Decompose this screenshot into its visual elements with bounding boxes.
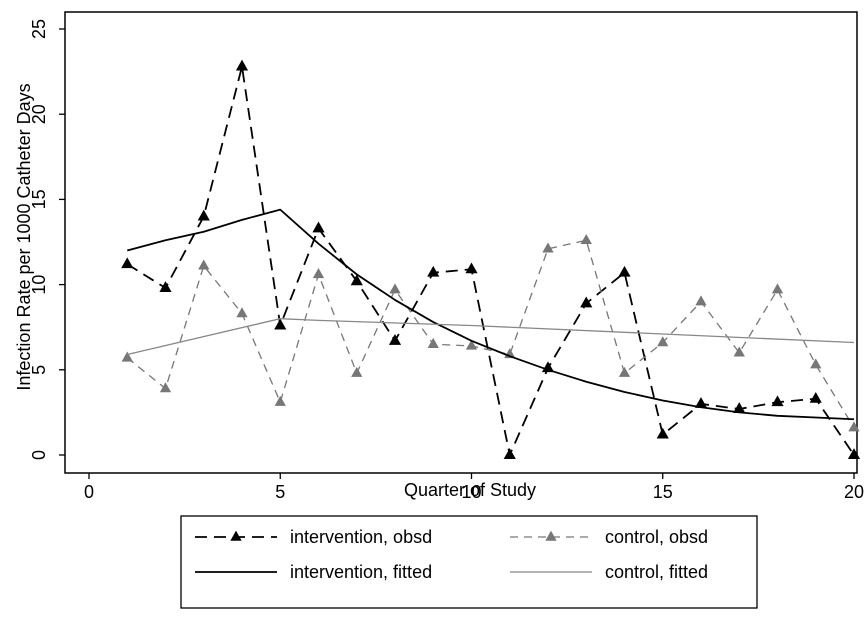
series-control-obsd [121,233,860,432]
legend-item: intervention, obsd [195,527,432,547]
data-point [198,259,210,270]
legend-label: control, obsd [605,527,708,547]
series-intervention-obsd [121,59,861,460]
x-tick-label: 5 [275,482,285,502]
axes: 0 5 10 15 20 25 0 5 10 15 20 [29,19,864,502]
y-tick-label: 25 [29,19,49,39]
series-line [126,239,855,429]
data-point [809,391,822,403]
legend-label: control, fitted [605,562,708,582]
data-point [656,427,669,439]
legend-swatch-marker [545,530,557,541]
series-line [126,65,855,456]
series-layer [121,59,861,460]
data-point [847,448,861,460]
data-point [159,281,172,293]
x-tick-label: 20 [844,482,864,502]
data-point [542,242,554,253]
data-point [618,265,631,277]
legend: intervention, obsd control, obsd intervent… [180,515,758,609]
data-point [235,59,249,71]
legend-box [180,515,758,609]
series-intervention-fitted [127,208,855,421]
data-point [465,262,478,274]
data-point [771,395,784,407]
legend-item: intervention, fitted [195,562,432,582]
y-tick-label: 15 [29,189,49,209]
series-control-fitted [127,318,855,356]
data-point [695,295,707,306]
x-tick-label: 10 [461,482,481,502]
y-axis-title: Infection Rate per 1000 Catheter Days [14,83,34,390]
data-point [351,366,363,377]
data-point [274,395,286,406]
y-tick-label: 0 [29,450,49,460]
data-point [312,268,325,279]
data-point [427,337,439,348]
legend-item: control, fitted [510,562,708,582]
data-point [121,257,134,269]
data-point [121,351,133,362]
data-point [771,283,784,294]
data-point [580,233,592,244]
data-point [159,382,172,393]
data-point [389,283,401,294]
data-point [503,448,516,460]
plot-frame [64,11,858,474]
x-tick-label: 15 [653,482,673,502]
data-point [465,339,478,350]
data-point [427,265,440,277]
y-tick-label: 5 [29,365,49,375]
legend-label: intervention, fitted [290,562,432,582]
data-point [350,274,363,286]
data-point [733,346,745,357]
data-point [236,307,248,318]
legend-label: intervention, obsd [290,527,432,547]
data-point [848,421,860,432]
data-point [810,358,822,369]
legend-swatch-marker [230,530,242,541]
y-tick-label: 20 [29,104,49,124]
series-line [127,318,855,356]
plot-area-border [64,11,858,474]
data-point [274,318,287,330]
data-point [618,366,631,377]
data-point [657,336,669,347]
data-point [312,221,325,233]
legend-item: control, obsd [510,527,708,547]
x-tick-label: 0 [84,482,94,502]
data-point [197,209,210,221]
series-line [127,208,855,421]
y-tick-label: 10 [29,275,49,295]
data-point [580,296,593,308]
data-point [388,334,402,345]
x-axis-title: Quarter of Study [404,480,536,500]
